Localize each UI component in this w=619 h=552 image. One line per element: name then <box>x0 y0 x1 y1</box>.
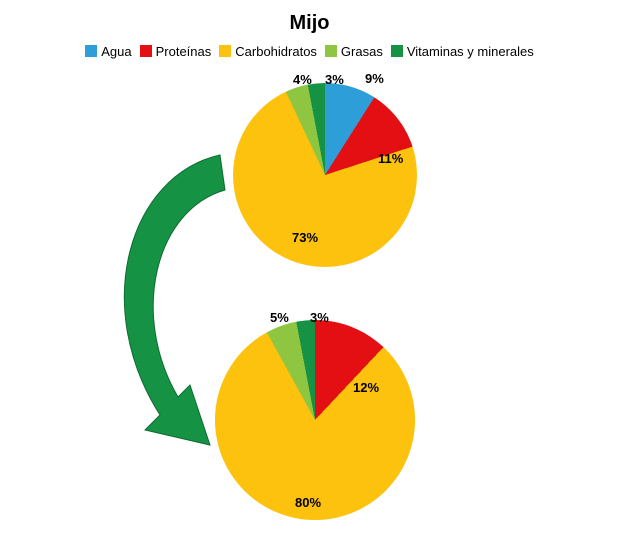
slice-label: 5% <box>270 310 289 325</box>
legend-swatch <box>391 45 403 57</box>
legend-label: Proteínas <box>156 44 212 59</box>
chart-title: Mijo <box>0 12 619 35</box>
arrow-path <box>124 155 225 445</box>
legend-item: Proteínas <box>140 43 212 59</box>
legend-swatch <box>85 45 97 57</box>
legend-item: Carbohidratos <box>219 43 317 59</box>
slice-label: 11% <box>378 151 403 166</box>
slice-label: 80% <box>295 495 321 510</box>
legend-label: Carbohidratos <box>235 44 317 59</box>
legend-swatch <box>325 45 337 57</box>
slice-label: 3% <box>310 310 329 325</box>
pie-disc <box>215 320 415 520</box>
legend-item: Agua <box>85 43 131 59</box>
slice-label: 3% <box>325 72 344 87</box>
slice-label: 4% <box>293 72 312 87</box>
legend-label: Agua <box>101 44 131 59</box>
pie-chart: 9%11%73%4%3% <box>233 83 417 267</box>
legend-item: Grasas <box>325 43 383 59</box>
legend: Agua Proteínas Carbohidratos Grasas Vitamina… <box>0 42 619 59</box>
slice-label: 12% <box>353 380 379 395</box>
legend-swatch <box>219 45 231 57</box>
pie-disc <box>233 83 417 267</box>
legend-label: Vitaminas y minerales <box>407 44 534 59</box>
legend-label: Grasas <box>341 44 383 59</box>
slice-label: 9% <box>365 71 384 86</box>
legend-item: Vitaminas y minerales <box>391 43 534 59</box>
legend-swatch <box>140 45 152 57</box>
pie-chart: 12%80%5%3% <box>215 320 415 520</box>
slice-label: 73% <box>292 230 318 245</box>
